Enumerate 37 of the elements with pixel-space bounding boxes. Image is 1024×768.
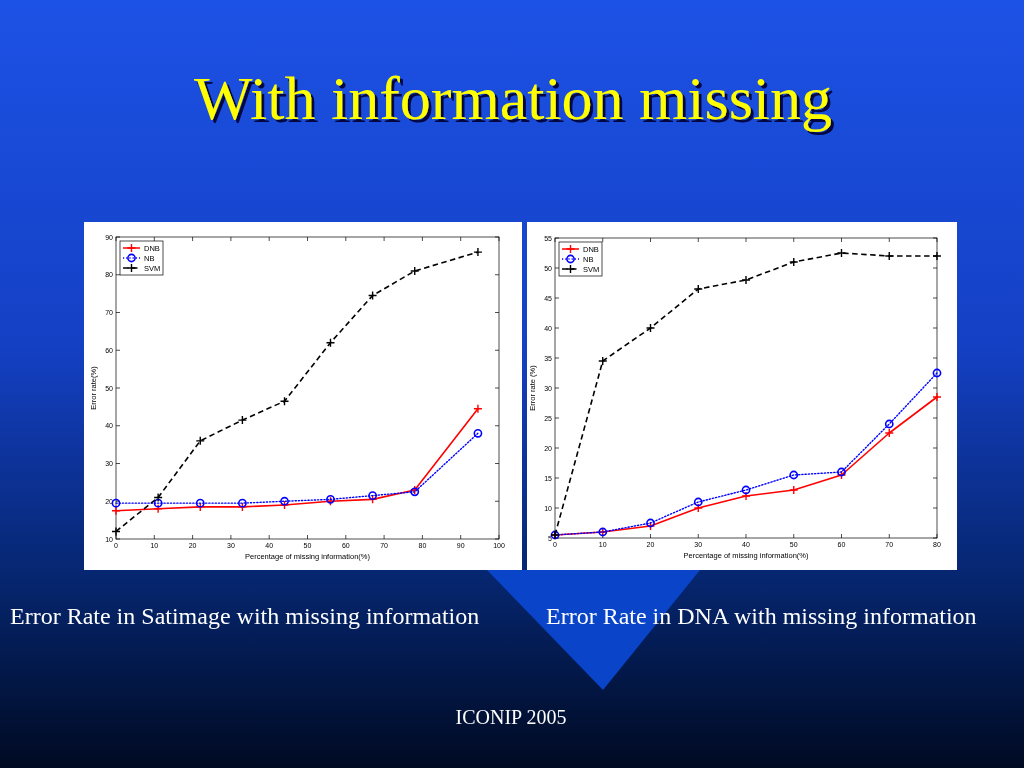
point — [195, 436, 205, 446]
point — [741, 275, 751, 285]
point — [153, 492, 163, 503]
point — [473, 404, 483, 414]
point — [368, 491, 378, 500]
point — [836, 248, 847, 258]
point — [645, 323, 656, 333]
point — [693, 497, 703, 507]
point — [473, 428, 483, 438]
point — [741, 485, 751, 495]
text: Error Rate in DNA with missing information — [546, 603, 977, 629]
point — [410, 266, 420, 276]
point — [741, 491, 751, 501]
text: Error Rate in Satimage with missing information — [10, 603, 480, 629]
point — [789, 257, 799, 267]
point — [884, 251, 894, 261]
point — [473, 247, 483, 257]
point — [884, 419, 894, 429]
text: With information missing — [193, 64, 833, 132]
point — [153, 504, 163, 514]
point — [789, 470, 799, 480]
point — [280, 496, 289, 506]
point — [693, 503, 703, 513]
point — [693, 284, 703, 294]
point — [153, 498, 163, 508]
point — [932, 251, 942, 261]
point — [884, 428, 894, 438]
point — [195, 498, 205, 508]
text: ICONIP 2005 — [455, 706, 567, 728]
point — [932, 368, 942, 378]
point — [932, 392, 942, 402]
point — [111, 498, 121, 508]
point — [598, 356, 608, 366]
point — [111, 526, 121, 537]
point — [789, 485, 799, 495]
point — [237, 498, 247, 508]
point — [237, 415, 248, 425]
